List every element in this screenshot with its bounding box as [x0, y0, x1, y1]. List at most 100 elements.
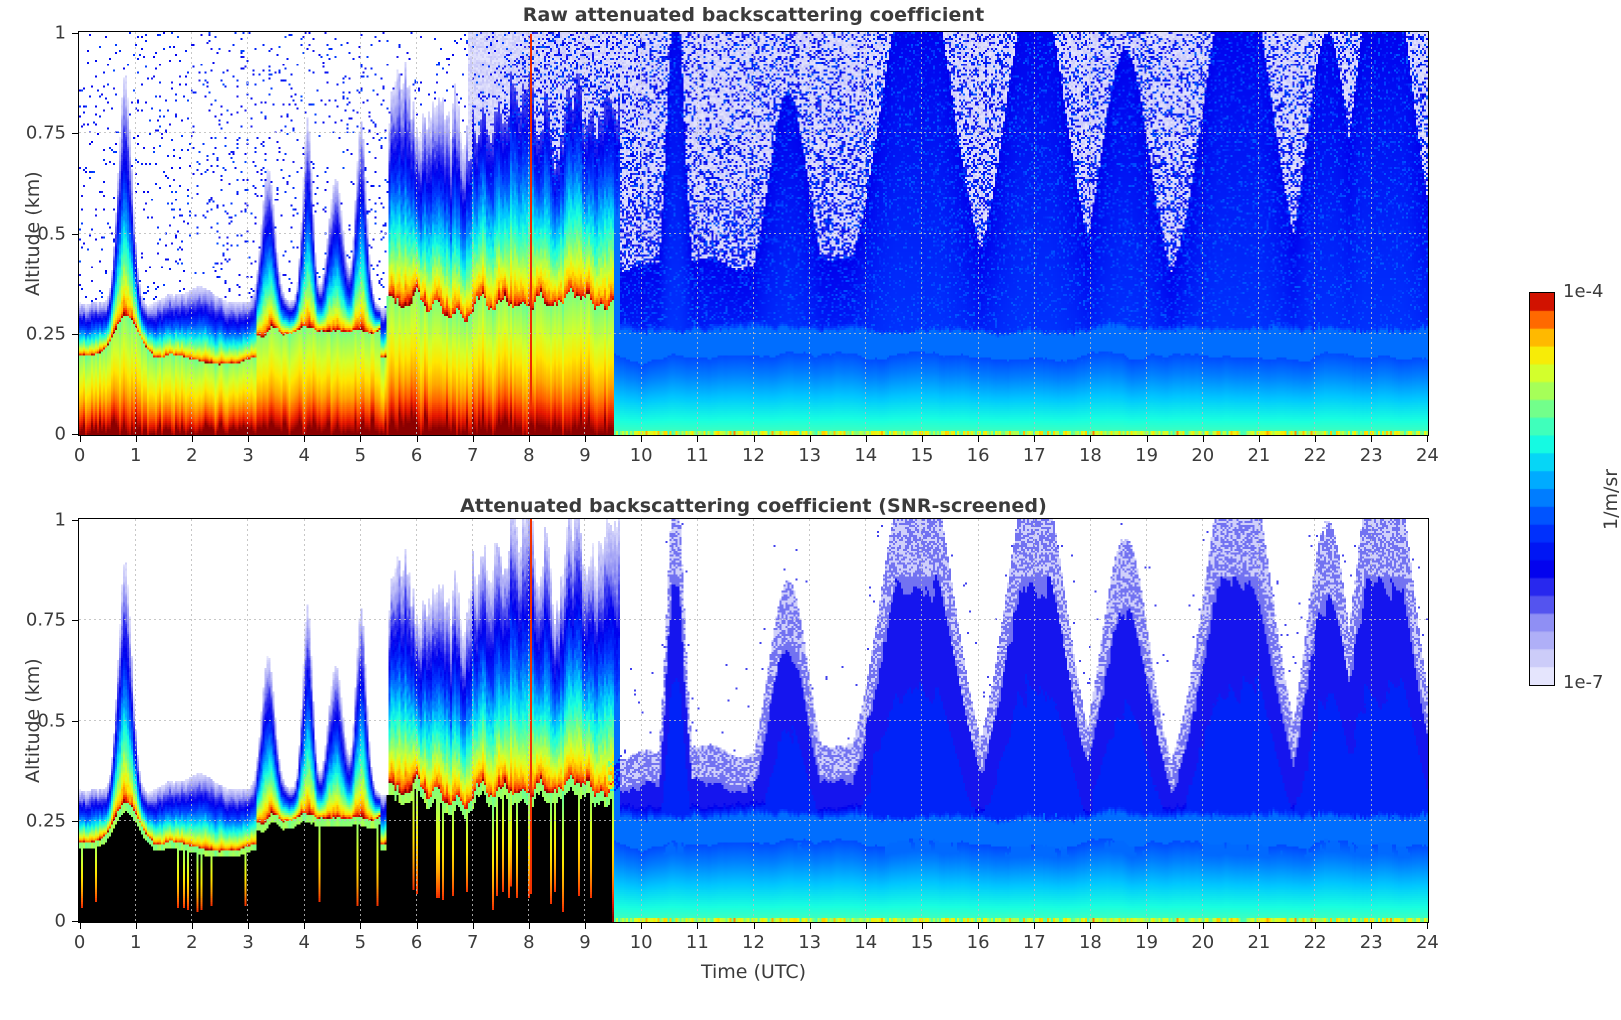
x-tick-label: 6	[410, 932, 423, 953]
colorbar-unit-label: 1/m/sr	[1600, 468, 1621, 530]
y-tick-label: 0	[54, 423, 66, 445]
x-tick-label: 21	[1247, 932, 1271, 953]
x-tick-label: 0	[73, 445, 86, 466]
x-tick	[1258, 436, 1260, 442]
x-tick-label: 19	[1135, 932, 1159, 953]
x-tick	[809, 923, 811, 929]
x-tick	[248, 923, 250, 929]
x-tick	[1034, 436, 1036, 442]
x-tick-label: 12	[742, 445, 765, 466]
y-tick	[72, 519, 78, 521]
x-tick	[360, 923, 362, 929]
x-tick	[1315, 923, 1317, 929]
x-tick	[1146, 436, 1148, 442]
x-tick-label: 10	[629, 932, 653, 953]
x-tick	[1146, 923, 1148, 929]
x-tick-label: 22	[1303, 932, 1327, 953]
x-tick-label: 11	[685, 445, 709, 466]
x-tick	[641, 436, 643, 442]
x-tick-label: 6	[410, 445, 423, 466]
colorbar-min-label: 1e-7	[1563, 672, 1604, 693]
x-tick	[472, 436, 474, 442]
x-tick	[641, 923, 643, 929]
y-tick-label: 0.5	[37, 710, 66, 731]
x-tick-label: 4	[298, 932, 310, 953]
x-tick-label: 11	[685, 932, 709, 953]
x-tick	[1315, 436, 1317, 442]
x-tick	[1371, 923, 1373, 929]
x-tick	[697, 923, 699, 929]
x-tick	[528, 923, 530, 929]
x-tick-label: 15	[910, 932, 934, 953]
x-tick-label: 7	[466, 932, 479, 953]
x-tick	[304, 923, 306, 929]
panel-1-axes	[78, 31, 1429, 436]
y-tick-label: 0	[54, 910, 66, 932]
x-tick	[978, 923, 980, 929]
x-tick	[79, 436, 81, 442]
x-tick-label: 2	[186, 932, 198, 953]
gridline-horizontal	[79, 619, 1428, 621]
x-tick	[472, 923, 474, 929]
x-tick	[191, 436, 193, 442]
y-tick-label: 0.75	[25, 609, 66, 631]
x-tick-label: 24	[1415, 445, 1439, 466]
x-tick	[304, 436, 306, 442]
x-tick-label: 16	[966, 445, 990, 466]
x-tick	[978, 436, 980, 442]
x-tick-label: 14	[854, 445, 878, 466]
gridline-horizontal	[79, 719, 1428, 721]
y-tick-label: 0.25	[25, 323, 66, 345]
x-tick	[921, 436, 923, 442]
y-tick	[72, 32, 78, 34]
x-tick-label: 3	[242, 932, 254, 953]
y-tick	[72, 720, 78, 722]
x-tick-label: 15	[910, 445, 934, 466]
gridline-horizontal	[79, 333, 1428, 335]
x-tick-label: 18	[1078, 932, 1102, 953]
colorbar	[1529, 292, 1555, 686]
x-tick-label: 14	[854, 932, 878, 953]
x-tick-label: 8	[523, 932, 535, 953]
y-tick	[72, 921, 78, 923]
x-tick-label: 3	[242, 445, 254, 466]
x-tick	[135, 923, 137, 929]
y-tick	[72, 620, 78, 622]
x-tick	[360, 436, 362, 442]
x-tick	[753, 436, 755, 442]
x-tick	[865, 436, 867, 442]
x-tick-label: 19	[1135, 445, 1159, 466]
x-tick-label: 9	[579, 932, 591, 953]
x-tick	[416, 923, 418, 929]
x-tick	[79, 923, 81, 929]
y-tick-label: 1	[54, 509, 66, 531]
x-tick	[809, 436, 811, 442]
x-tick	[585, 923, 587, 929]
x-tick-label: 24	[1415, 932, 1439, 953]
x-tick	[135, 436, 137, 442]
y-tick	[72, 133, 78, 135]
x-axis-label: Time (UTC)	[700, 961, 807, 983]
x-tick	[1427, 923, 1429, 929]
y-tick-label: 0.5	[37, 223, 66, 244]
x-tick	[1427, 436, 1429, 442]
y-tick	[72, 820, 78, 822]
x-tick-label: 10	[629, 445, 653, 466]
y-tick	[72, 333, 78, 335]
x-tick-label: 9	[579, 445, 591, 466]
x-tick-label: 0	[73, 932, 86, 953]
x-tick	[416, 436, 418, 442]
gridline-horizontal	[79, 820, 1428, 822]
panel-1-y-axis-label: Altitude (km)	[22, 170, 44, 296]
y-tick	[72, 233, 78, 235]
panel-2-gridlines	[79, 519, 1428, 922]
panel-2-title: Attenuated backscattering coefficient (S…	[460, 495, 1047, 517]
panel-1-gridlines	[79, 32, 1428, 435]
x-tick	[753, 923, 755, 929]
x-tick	[248, 436, 250, 442]
y-tick-label: 0.25	[25, 810, 66, 832]
x-tick-label: 8	[523, 445, 535, 466]
y-tick-label: 1	[54, 22, 66, 44]
x-tick-label: 20	[1191, 932, 1215, 953]
